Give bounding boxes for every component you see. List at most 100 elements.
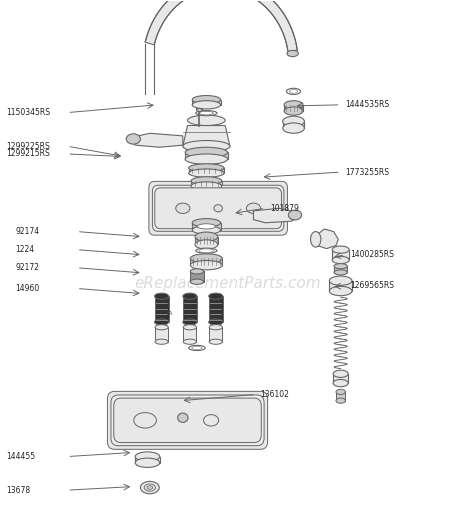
Ellipse shape: [155, 319, 169, 325]
Bar: [332, 250, 349, 260]
Text: 1224: 1224: [16, 245, 35, 254]
Text: 92174: 92174: [16, 227, 40, 236]
Polygon shape: [145, 0, 297, 51]
Text: 1299215RS: 1299215RS: [6, 149, 50, 159]
FancyBboxPatch shape: [108, 392, 268, 449]
Text: 136102: 136102: [261, 390, 290, 399]
Ellipse shape: [126, 134, 140, 144]
Polygon shape: [312, 229, 338, 249]
Ellipse shape: [199, 111, 213, 115]
Bar: [191, 271, 203, 282]
FancyBboxPatch shape: [111, 395, 264, 446]
Bar: [333, 374, 348, 383]
Bar: [183, 296, 197, 322]
Ellipse shape: [283, 116, 304, 126]
Bar: [135, 457, 160, 463]
Ellipse shape: [144, 484, 155, 491]
Ellipse shape: [334, 270, 347, 275]
Ellipse shape: [134, 412, 156, 428]
Ellipse shape: [195, 240, 218, 249]
Ellipse shape: [209, 324, 222, 330]
Ellipse shape: [332, 256, 349, 264]
Ellipse shape: [192, 226, 220, 234]
Ellipse shape: [140, 482, 159, 494]
Polygon shape: [128, 133, 183, 147]
Bar: [192, 100, 220, 105]
Ellipse shape: [189, 169, 224, 177]
Ellipse shape: [288, 210, 301, 220]
Ellipse shape: [196, 248, 217, 253]
Text: 1400285RS: 1400285RS: [350, 250, 394, 259]
Bar: [336, 392, 346, 401]
Ellipse shape: [196, 111, 217, 115]
Ellipse shape: [183, 293, 197, 300]
Ellipse shape: [192, 101, 220, 109]
Ellipse shape: [176, 203, 190, 213]
Text: 144455: 144455: [6, 452, 35, 461]
FancyBboxPatch shape: [149, 181, 287, 235]
Text: eReplacementParts.com: eReplacementParts.com: [134, 276, 321, 291]
Ellipse shape: [336, 389, 346, 395]
Ellipse shape: [214, 205, 222, 212]
Ellipse shape: [155, 339, 168, 344]
FancyBboxPatch shape: [153, 185, 284, 231]
Ellipse shape: [185, 147, 228, 158]
Bar: [334, 266, 347, 272]
Ellipse shape: [329, 276, 352, 285]
Ellipse shape: [289, 89, 298, 93]
Bar: [284, 105, 303, 111]
Ellipse shape: [189, 345, 205, 350]
Ellipse shape: [246, 203, 261, 213]
Ellipse shape: [333, 370, 348, 378]
Ellipse shape: [199, 249, 214, 253]
Ellipse shape: [147, 486, 153, 489]
Ellipse shape: [203, 414, 219, 426]
Bar: [209, 296, 223, 322]
Bar: [209, 327, 222, 342]
Ellipse shape: [284, 107, 303, 115]
Ellipse shape: [189, 164, 224, 172]
Ellipse shape: [336, 398, 346, 404]
Bar: [155, 296, 169, 322]
Polygon shape: [254, 209, 298, 223]
Ellipse shape: [155, 324, 168, 330]
Ellipse shape: [333, 380, 348, 387]
Bar: [192, 223, 220, 230]
Ellipse shape: [195, 232, 218, 241]
Ellipse shape: [178, 413, 188, 422]
Ellipse shape: [191, 261, 222, 270]
Text: 14960: 14960: [16, 284, 40, 293]
Bar: [191, 258, 222, 265]
Bar: [191, 181, 222, 186]
Ellipse shape: [192, 218, 220, 227]
Ellipse shape: [183, 339, 197, 344]
Ellipse shape: [287, 50, 298, 57]
Ellipse shape: [192, 96, 220, 104]
Polygon shape: [183, 125, 230, 146]
Ellipse shape: [191, 279, 203, 284]
Bar: [195, 237, 218, 244]
Ellipse shape: [329, 287, 352, 296]
Ellipse shape: [191, 177, 222, 185]
Text: 92172: 92172: [16, 263, 39, 272]
Ellipse shape: [310, 231, 321, 247]
Ellipse shape: [185, 154, 228, 164]
Ellipse shape: [183, 319, 197, 325]
Ellipse shape: [286, 88, 301, 95]
Text: 101879: 101879: [270, 204, 299, 213]
Bar: [283, 121, 304, 128]
Text: FA: FA: [166, 311, 173, 316]
Bar: [329, 281, 352, 291]
Text: 1773255RS: 1773255RS: [346, 167, 389, 177]
Text: 13678: 13678: [6, 486, 30, 495]
Ellipse shape: [183, 140, 230, 152]
Ellipse shape: [209, 293, 223, 300]
Text: 1299225RS: 1299225RS: [6, 142, 50, 151]
Ellipse shape: [191, 182, 222, 190]
FancyBboxPatch shape: [114, 398, 261, 443]
Ellipse shape: [135, 458, 160, 467]
Ellipse shape: [135, 452, 160, 461]
Ellipse shape: [284, 101, 303, 109]
Bar: [183, 327, 197, 342]
Ellipse shape: [197, 109, 202, 112]
